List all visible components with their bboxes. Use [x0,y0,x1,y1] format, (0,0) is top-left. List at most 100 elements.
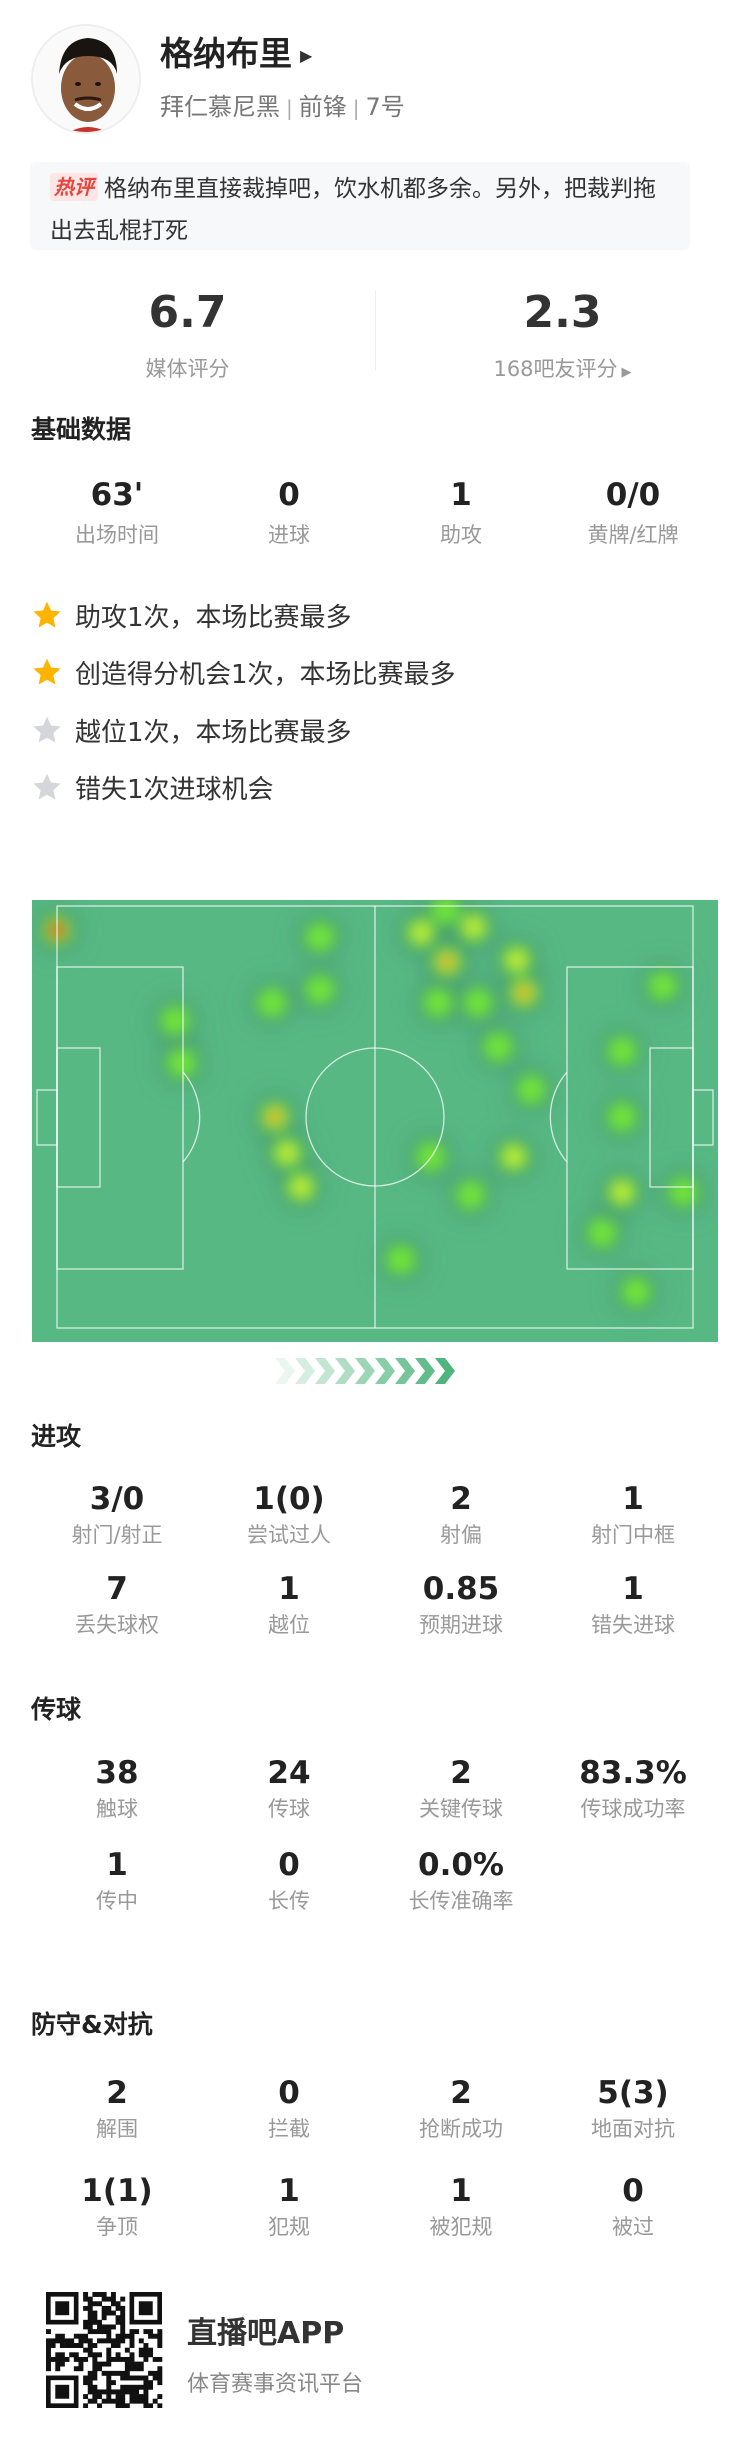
qr-module [97,2329,102,2335]
qr-module [143,2343,149,2348]
stat-value: 0.0% [418,1847,504,1883]
stat-item: 2 关键传球 [375,1756,547,1822]
qr-module [143,2329,149,2335]
qr-module [124,2375,130,2381]
qr-module [124,2403,130,2408]
stat-item: 1 助攻 [375,478,547,548]
passing-stats: 38 触球 24 传球 2 关键传球 83.3% 传球成功率 1 传中 0 长传 0.0% 长传准确率 [31,1756,719,1914]
heatmap-point-core [411,922,432,943]
qr-module [83,2292,89,2297]
qr-module [110,2338,116,2344]
shirt-number: 7号 [365,93,405,121]
qr-module [97,2361,102,2367]
qr-module [120,2338,126,2344]
qr-module [143,2356,149,2362]
player-avatar[interactable] [31,24,141,134]
stat-label: 被犯规 [429,2215,493,2239]
attack-direction-arrows [275,1358,455,1384]
media-rating-label: 媒体评分 [145,357,230,381]
qr-module [143,2375,149,2381]
stat-value: 1 [106,1847,128,1883]
stat-value: 1 [450,2173,472,2209]
qr-module [83,2375,89,2381]
stat-item: 63' 出场时间 [31,478,203,548]
qr-module [115,2356,121,2362]
section-title-attack: 进攻 [31,1422,82,1451]
qr-module [148,2347,154,2353]
heatmap-pitch [32,900,718,1342]
fan-rating[interactable]: 2.3 168吧友评分 ▶ [375,288,750,386]
defense-stats: 2 解围 0 拦截 2 抢断成功 5(3) 地面对抗 1(1) 争顶 1 犯规 1 被犯规 0 被过 [31,2076,719,2240]
qr-module [106,2370,112,2376]
app-name: 直播吧APP [187,2316,345,2351]
qr-module [115,2315,121,2321]
qr-module [83,2333,89,2339]
qr-module [120,2389,126,2395]
qr-module [50,2338,56,2344]
qr-module [83,2347,89,2353]
separator: | [286,96,293,120]
stat-value: 2 [450,2075,472,2111]
qr-code[interactable] [46,2292,163,2408]
heatmap-point-core [463,917,484,938]
qr-module [106,2361,112,2367]
qr-module [92,2352,98,2358]
qr-module [134,2375,140,2381]
qr-module [92,2319,98,2325]
heatmap-point [482,1031,513,1062]
qr-module [129,2389,135,2395]
stat-label: 出场时间 [75,523,159,547]
chevron-right-icon [295,1358,315,1384]
stat-label: 触球 [96,1797,138,1821]
highlight-text: 助攻1次，本场比赛最多 [75,602,352,633]
qr-module [124,2347,130,2353]
heatmap-point [668,1177,699,1208]
media-rating-value: 6.7 [148,287,227,338]
qr-module [92,2292,98,2297]
qr-module [73,2333,79,2339]
chevron-right-icon [275,1358,295,1384]
player-name[interactable]: 格纳布里 ▶ [160,34,312,76]
qr-module [115,2319,121,2325]
qr-module [120,2333,126,2339]
qr-module [55,2366,61,2372]
heatmap-point [455,1180,486,1211]
stat-value: 3/0 [89,1481,145,1517]
stat-value: 63' [90,477,144,513]
qr-module [106,2380,112,2386]
stat-label: 传球成功率 [580,1797,686,1821]
qr-module [138,2394,144,2400]
heatmap-point [160,1005,191,1036]
qr-module [92,2361,98,2367]
qr-module [129,2356,135,2362]
qr-module [138,2375,144,2381]
hot-comment[interactable]: 热评 格纳布里直接裁掉吧，饮水机都多余。另外，把裁判拖出去乱棍打死 [30,162,690,250]
stat-item: 7 丢失球权 [31,1572,203,1638]
qr-module [83,2319,89,2325]
qr-finder [55,2384,70,2399]
qr-module [101,2389,107,2395]
qr-module [73,2366,79,2372]
qr-module [97,2301,102,2307]
qr-module [115,2394,121,2400]
qr-module [97,2366,102,2372]
hot-comment-badge: 热评 [50,173,98,201]
section-title-defense: 防守&对抗 [31,2010,153,2039]
stat-value: 0 [278,1847,300,1883]
stat-item: 2 射偏 [375,1482,547,1548]
stat-label: 抢断成功 [419,2117,503,2141]
stat-label: 传中 [96,1889,138,1913]
qr-module [120,2319,126,2325]
qr-module [110,2389,116,2395]
heatmap-point [647,971,678,1002]
qr-module [129,2384,135,2390]
qr-module [143,2380,149,2386]
stat-item: 24 传球 [203,1756,375,1822]
qr-module [134,2398,140,2404]
highlight-item: 创造得分机会1次，本场比赛最多 [31,652,456,692]
qr-module [120,2329,126,2335]
fan-rating-label-text: 168吧友评分 [493,357,618,381]
qr-module [106,2329,112,2335]
stat-label: 长传 [268,1889,310,1913]
qr-module [148,2352,154,2358]
